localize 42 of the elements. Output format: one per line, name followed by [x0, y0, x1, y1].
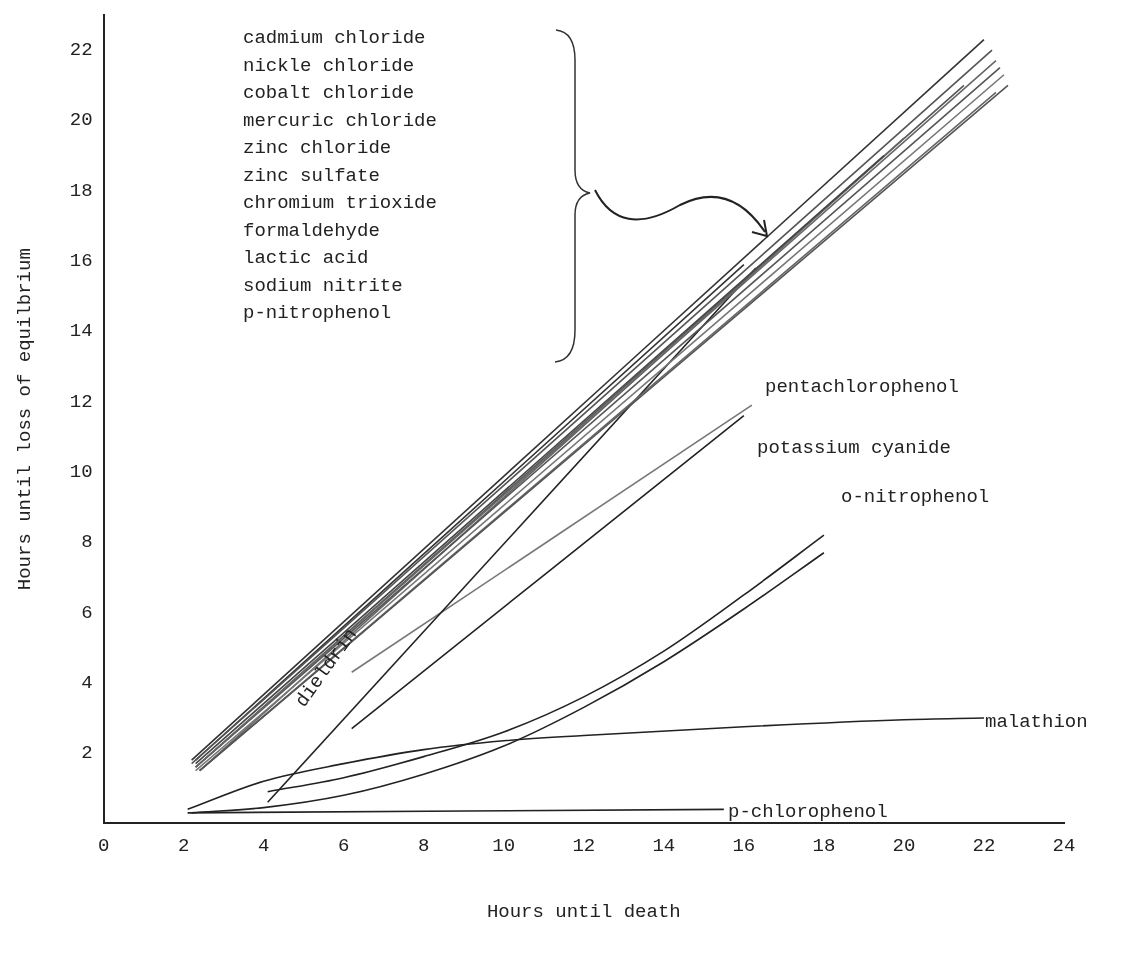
- annotation: p-chlorophenol: [728, 801, 888, 824]
- annotation: chromium trioxide: [243, 192, 437, 215]
- x-tick-label: 18: [812, 834, 836, 857]
- y-tick-label: 8: [81, 531, 93, 554]
- annotation: lactic acid: [243, 247, 369, 270]
- annotation: zinc chloride: [243, 137, 392, 160]
- x-tick-label: 4: [257, 834, 270, 857]
- y-tick-label: 18: [69, 179, 93, 202]
- y-tick-label: 12: [69, 390, 93, 413]
- y-tick-label: 14: [69, 320, 93, 343]
- y-tick-label: 22: [69, 39, 93, 62]
- annotation: p-nitrophenol: [243, 302, 392, 325]
- x-tick-label: 0: [97, 834, 110, 857]
- y-tick-label: 4: [81, 671, 93, 694]
- x-tick-label: 14: [652, 834, 676, 857]
- y-axis-title: Hours until loss of equilbrium: [14, 248, 37, 591]
- annotation: sodium nitrite: [243, 274, 403, 297]
- x-tick-label: 12: [572, 834, 596, 857]
- x-tick-label: 20: [892, 834, 916, 857]
- x-tick-label: 24: [1052, 834, 1076, 857]
- x-axis-title: Hours until death: [486, 900, 681, 923]
- annotation: potassium cyanide: [757, 437, 951, 460]
- y-tick-label: 2: [81, 742, 93, 765]
- annotation: o-nitrophenol: [841, 486, 990, 509]
- annotation: mercuric chloride: [243, 109, 437, 132]
- annotation: zinc sulfate: [243, 164, 380, 187]
- x-tick-label: 2: [177, 834, 190, 857]
- y-tick-label: 10: [69, 460, 93, 483]
- annotation: cobalt chloride: [243, 82, 415, 105]
- x-tick-label: 22: [972, 834, 996, 857]
- annotation: formaldehyde: [243, 219, 380, 242]
- annotation: nickle chloride: [243, 54, 415, 77]
- annotation: malathion: [985, 711, 1088, 734]
- x-tick-label: 16: [732, 834, 756, 857]
- x-tick-label: 8: [418, 834, 430, 857]
- x-tick-label: 10: [492, 834, 516, 857]
- annotation: cadmium chloride: [243, 27, 426, 50]
- y-tick-label: 6: [81, 601, 93, 624]
- y-tick-label: 16: [69, 250, 93, 273]
- y-tick-label: 20: [69, 109, 93, 132]
- x-tick-label: 6: [338, 834, 350, 857]
- annotation: pentachlorophenol: [765, 376, 959, 399]
